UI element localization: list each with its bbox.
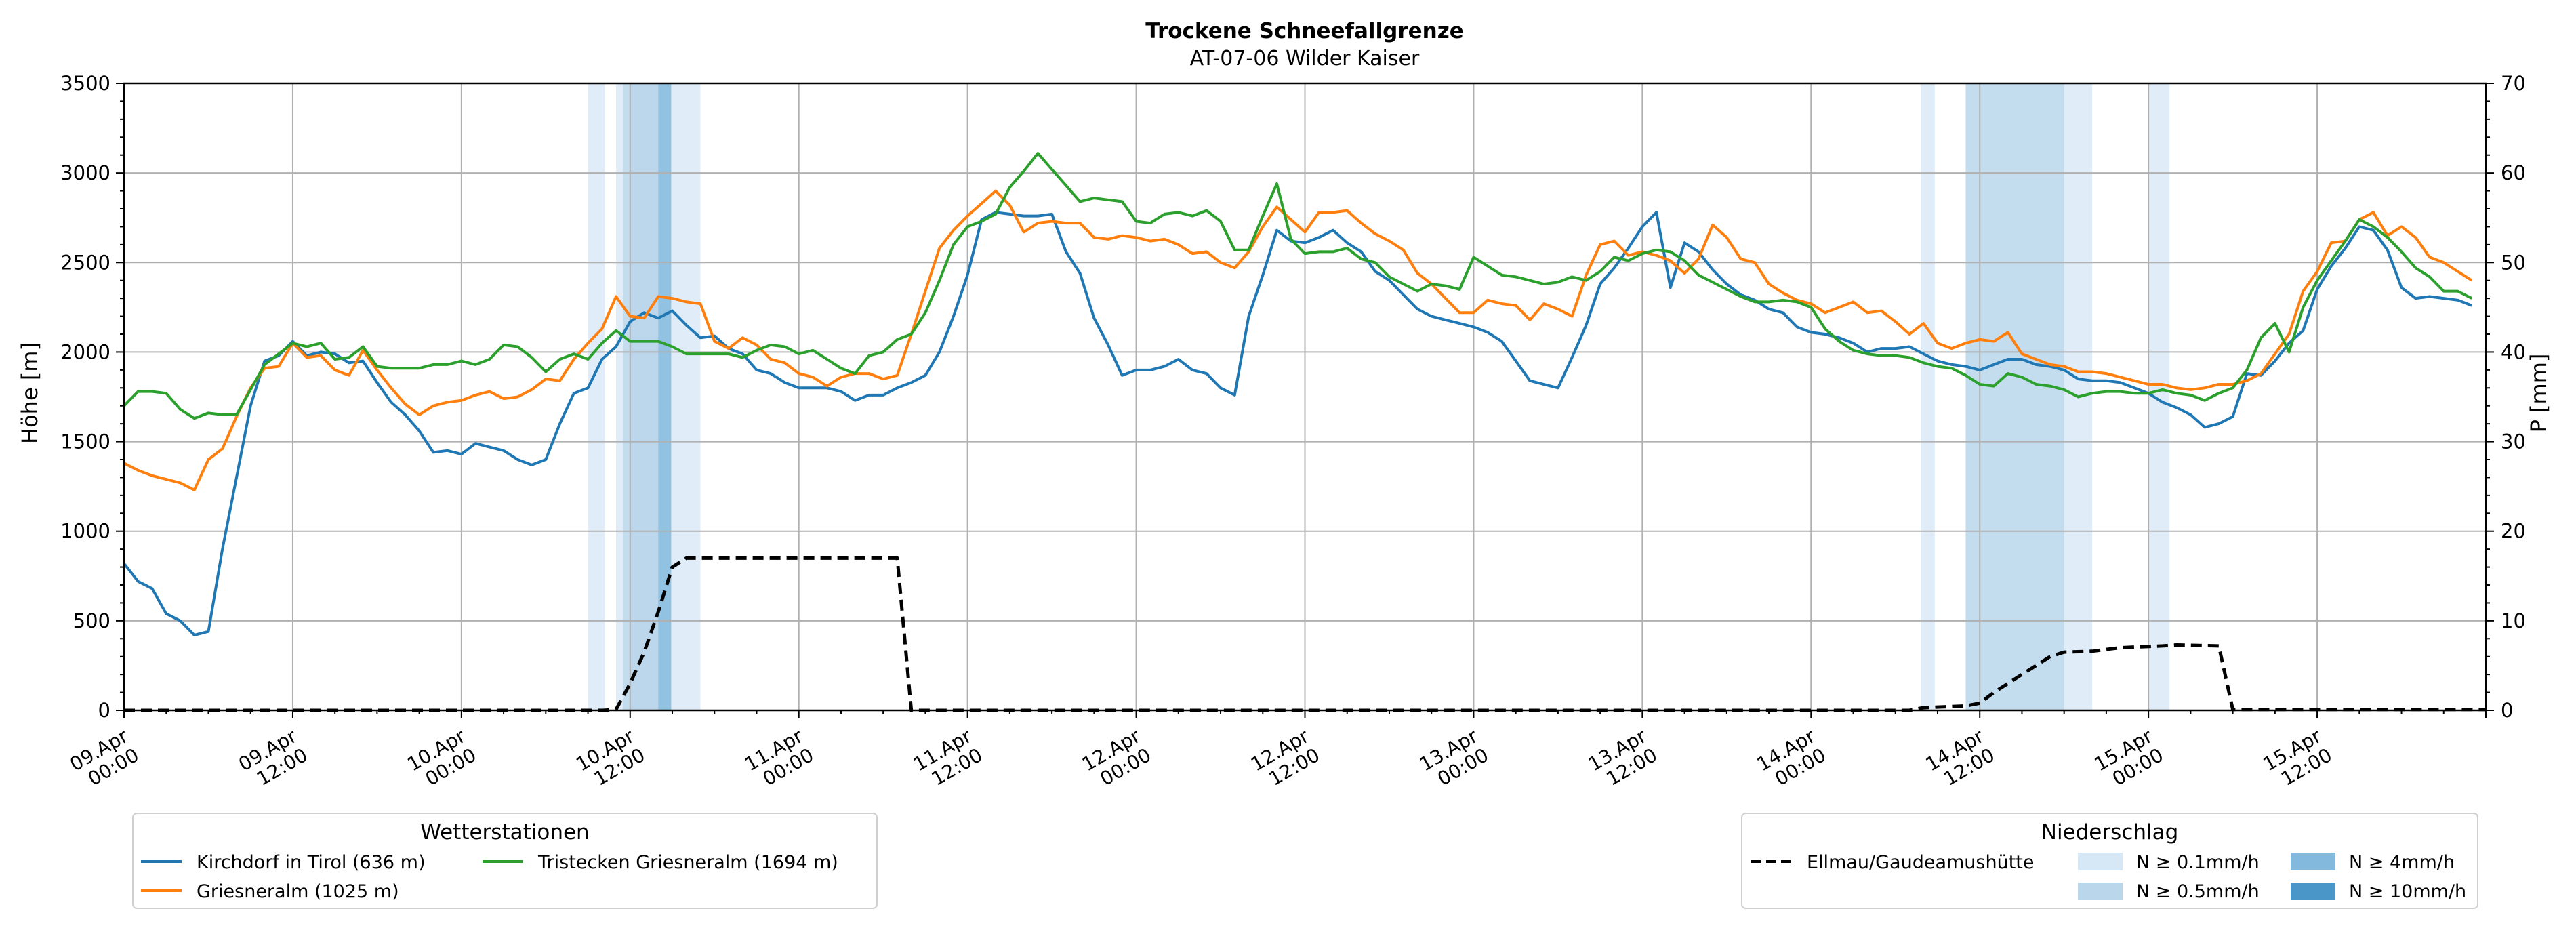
legend-swatch-precip-01 [2078, 853, 2123, 870]
legend-label-ellmau: Ellmau/Gaudeamushütte [1807, 852, 2034, 873]
y-tick-label-7: 3500 [60, 72, 110, 95]
series-line-2 [123, 152, 2473, 420]
y-tick-label-1: 500 [73, 609, 110, 632]
y2-axis-ticks: 0 10 20 30 40 50 60 70 [2486, 72, 2526, 722]
y-axis-ticks: 0 500 1000 1500 2000 2500 3000 3500 [60, 72, 124, 722]
legend-label-griesneralm: Griesneralm (1025 m) [197, 881, 399, 902]
precip-band-7 [1965, 83, 2064, 710]
y2-tick-label-7: 70 [2501, 72, 2526, 95]
data-series [123, 152, 2486, 712]
legend-label-tristecken: Tristecken Griesneralm (1694 m) [537, 852, 838, 873]
y-tick-label-6: 3000 [60, 161, 110, 184]
y-axis-label: Höhe [m] [17, 342, 43, 444]
y2-tick-label-1: 10 [2501, 609, 2526, 632]
legend-label-kirchdorf: Kirchdorf in Tirol (636 m) [197, 852, 425, 873]
series-line-1 [123, 189, 2473, 491]
y2-axis-label: P [mm] [2526, 354, 2552, 433]
y2-tick-label-2: 20 [2501, 520, 2526, 543]
y-tick-label-2: 1000 [60, 520, 110, 543]
legend-stations-title: Wetterstationen [420, 820, 589, 845]
precip-band-0 [588, 83, 605, 710]
y2-tick-label-0: 0 [2501, 699, 2513, 722]
y2-tick-label-6: 60 [2501, 161, 2526, 184]
precip-band-3 [630, 83, 659, 710]
legend-label-precip-05: N ≥ 0.5mm/h [2136, 881, 2260, 902]
legend-label-precip-01: N ≥ 0.1mm/h [2136, 852, 2260, 873]
series-line-3 [124, 556, 2486, 712]
legend-label-precip-10: N ≥ 10mm/h [2349, 881, 2466, 902]
series-line-0 [123, 211, 2473, 636]
precip-band-5 [1921, 83, 1935, 710]
legend-label-precip-4: N ≥ 4mm/h [2349, 852, 2455, 873]
y-tick-label-5: 2500 [60, 251, 110, 274]
precipitation-bands [588, 83, 2170, 710]
legend-stations: Wetterstationen Kirchdorf in Tirol (636 … [132, 813, 878, 909]
y-tick-label-3: 1500 [60, 430, 110, 453]
legend-precipitation: Niederschlag Ellmau/Gaudeamushütte N ≥ 0… [1741, 813, 2478, 909]
legend-swatch-precip-05 [2078, 883, 2123, 900]
precip-band-4 [658, 83, 671, 710]
legend-swatch-precip-10 [2291, 883, 2335, 900]
y2-tick-label-4: 40 [2501, 340, 2526, 363]
chart-subtitle: AT-07-06 Wilder Kaiser [1190, 47, 1420, 70]
y-tick-label-4: 2000 [60, 340, 110, 363]
chart-title: Trockene Schneefallgrenze [1145, 19, 1464, 43]
y-tick-label-0: 0 [98, 699, 110, 722]
y2-tick-label-5: 50 [2501, 251, 2526, 274]
legend-swatch-precip-4 [2291, 853, 2335, 870]
legend-precip-title: Niederschlag [2041, 820, 2179, 845]
y2-tick-label-3: 30 [2501, 430, 2526, 453]
